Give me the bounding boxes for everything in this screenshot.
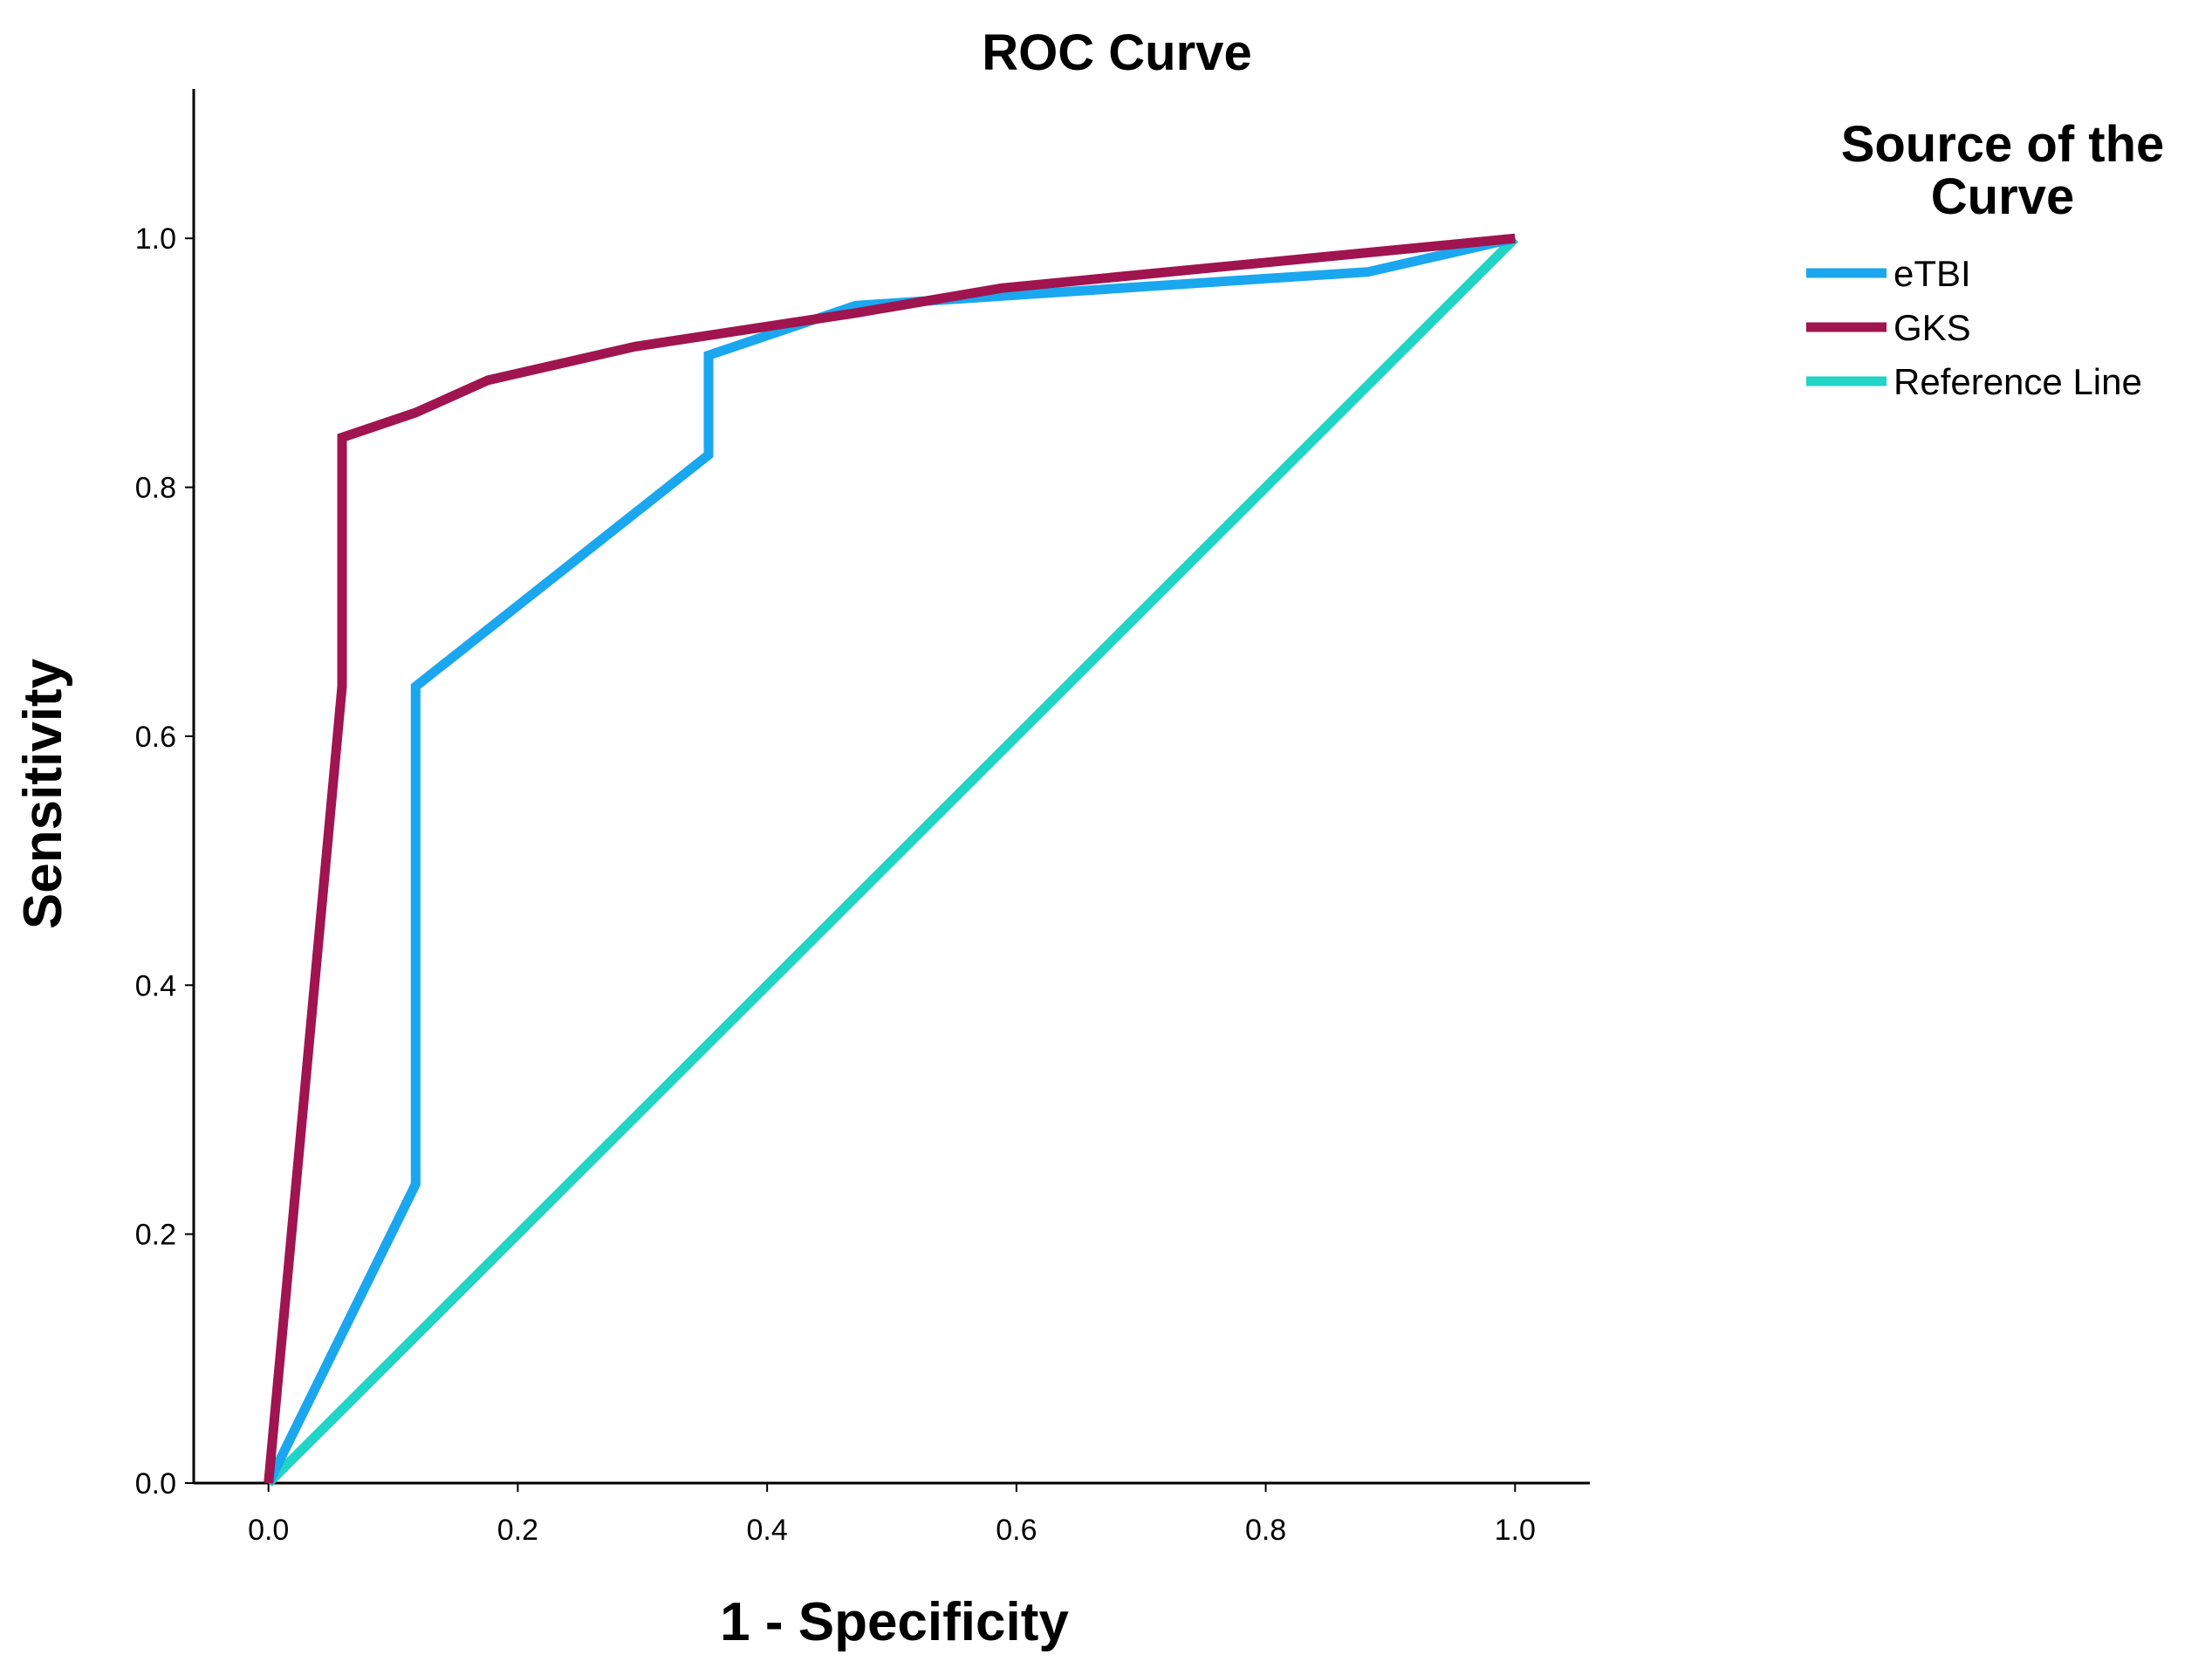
legend-title: Curve <box>1931 168 2074 225</box>
y-tick-label: 0.6 <box>135 721 176 754</box>
legend-title: Source of the <box>1841 116 2165 173</box>
y-tick-label: 0.8 <box>135 472 176 505</box>
legend-label-etbi: eTBI <box>1894 253 1971 294</box>
series-line-etbi <box>264 233 1517 1486</box>
x-tick-label: 0.0 <box>248 1514 289 1547</box>
y-tick-label: 0.2 <box>135 1219 176 1252</box>
x-tick-label: 0.8 <box>1245 1514 1286 1547</box>
y-tick-label: 0.4 <box>135 969 176 1002</box>
y-tick-label: 1.0 <box>135 222 176 256</box>
x-tick-label: 0.4 <box>747 1514 788 1547</box>
x-axis-title: 1 - Specificity <box>720 1592 1069 1652</box>
axes: 0.0 0.2 0.4 0.6 0.8 1.0 0.0 0.2 0.4 0.6 0.8 1.0 <box>135 89 1590 1547</box>
x-tick-label: 0.6 <box>996 1514 1037 1547</box>
series-line-reference-line <box>264 235 1519 1487</box>
legend-label-gks: GKS <box>1894 307 1971 348</box>
y-axis-title: Sensitivity <box>13 658 73 929</box>
series-lines <box>264 233 1519 1487</box>
series-line-gks <box>264 233 1516 1484</box>
legend-label-reference-line: Reference Line <box>1894 361 2142 402</box>
x-tick-label: 0.2 <box>497 1514 538 1547</box>
chart-title: ROC Curve <box>982 24 1251 81</box>
y-tick-label: 0.0 <box>135 1467 176 1501</box>
x-tick-label: 1.0 <box>1495 1514 1536 1547</box>
